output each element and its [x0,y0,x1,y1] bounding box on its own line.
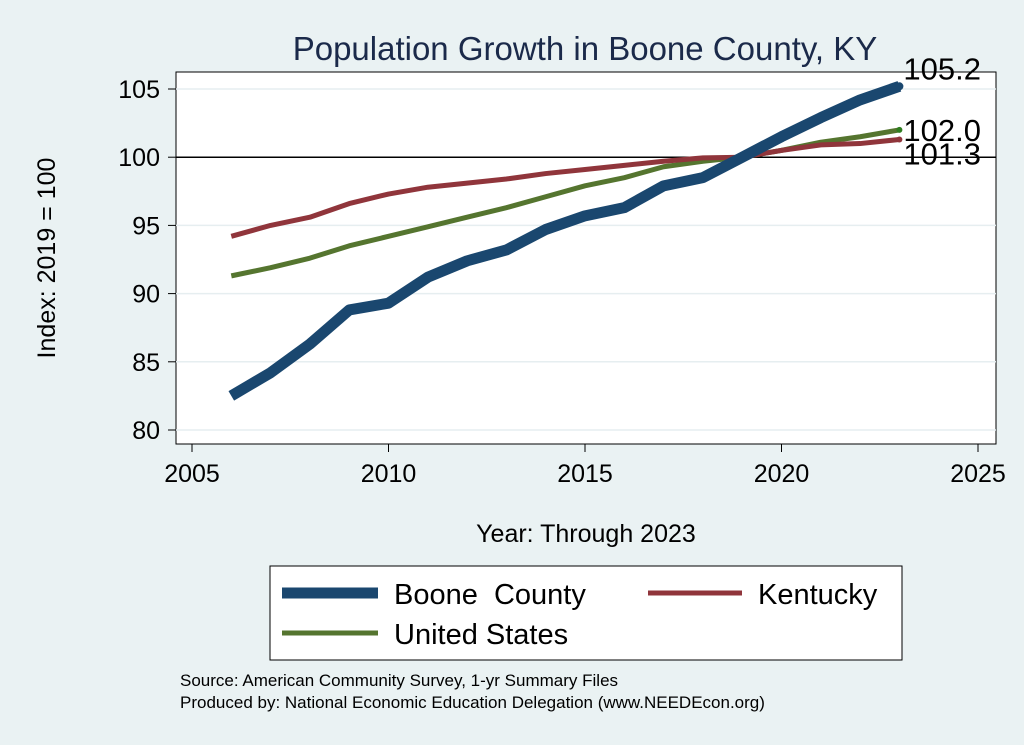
chart-title: Population Growth in Boone County, KY [293,30,878,67]
series-line-kentucky [230,136,900,239]
y-tick-label: 80 [132,417,160,445]
y-tick-label: 85 [132,349,160,377]
y-tick-label: 100 [118,144,160,172]
end-point [895,82,904,91]
y-axis-title: Index: 2019 = 100 [33,158,61,359]
end-label-united-states: 102.0 [903,113,981,148]
producer-note: Produced by: National Economic Education… [180,693,765,712]
end-labels: 105.2 101.3 102.0 [903,51,981,171]
end-label-boone-county: 105.2 [903,51,981,86]
x-tick-label: 2025 [950,460,1006,488]
end-point [896,136,903,143]
source-note: Source: American Community Survey, 1-yr … [180,671,618,690]
series-lines [228,81,904,401]
legend-label-boone-county: Boone County [394,579,586,611]
x-axis: 2005 2010 2015 2020 2025 [164,444,1006,488]
series-line-boone-county [228,81,902,401]
x-axis-title: Year: Through 2023 [476,520,696,548]
end-point [896,126,903,133]
end-label-kentucky: 101.3 [903,136,981,171]
legend-label-united-states: United States [394,619,568,651]
x-tick-label: 2005 [164,460,220,488]
y-tick-label: 90 [132,281,160,309]
legend: Boone County Kentucky United States [269,565,903,661]
y-axis: 80 85 90 95 100 105 [118,76,176,445]
x-tick-label: 2020 [754,460,810,488]
x-tick-label: 2010 [361,460,417,488]
y-tick-label: 95 [132,212,160,240]
legend-box [269,565,903,661]
legend-label-kentucky: Kentucky [758,579,878,611]
y-tick-label: 105 [118,76,160,104]
plot-area [175,71,997,445]
x-tick-label: 2015 [557,460,613,488]
